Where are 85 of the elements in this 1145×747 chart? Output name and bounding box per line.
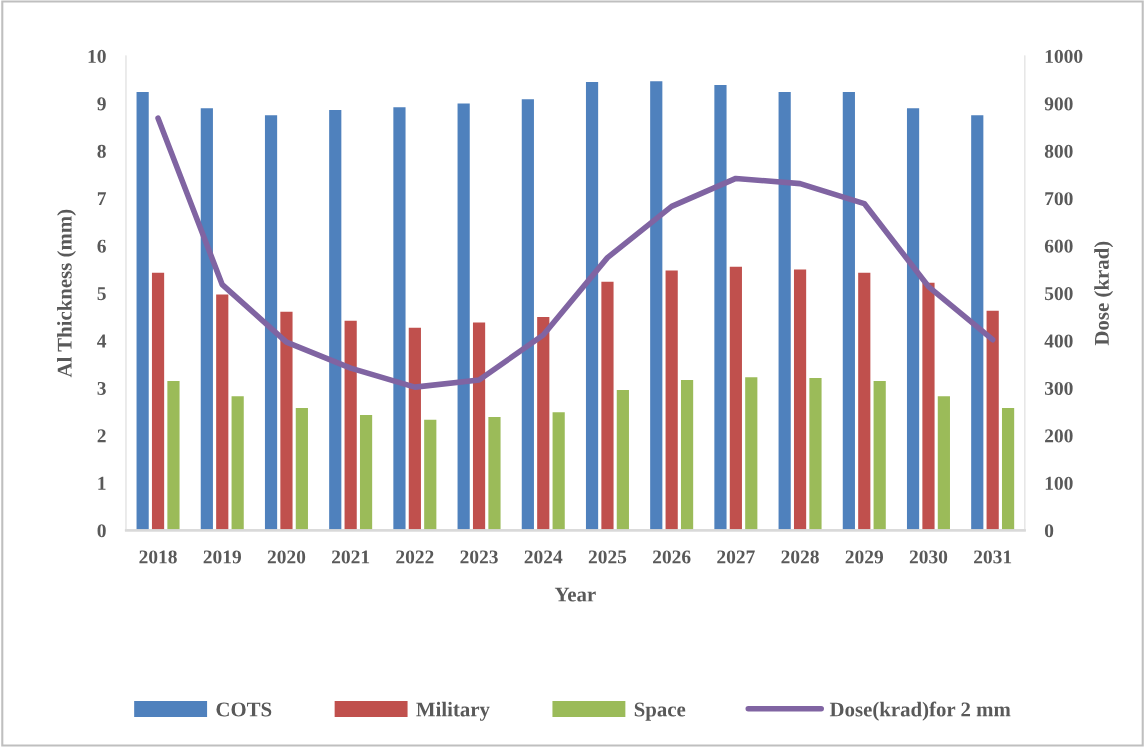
bar	[216, 294, 229, 531]
bar	[778, 92, 791, 531]
bar	[616, 389, 629, 531]
y2-tick-label: 500	[1045, 287, 1073, 301]
bar	[714, 84, 727, 531]
bar	[552, 412, 565, 531]
y2-tick-label: 200	[1045, 429, 1073, 443]
bar	[842, 92, 855, 531]
bar	[971, 115, 984, 531]
bar	[231, 396, 244, 531]
bar	[167, 380, 180, 531]
bar	[408, 327, 421, 531]
x-tick-label: 2031	[974, 550, 1012, 564]
x-tick-label: 2028	[781, 550, 819, 564]
bar	[344, 320, 357, 531]
bar	[793, 269, 807, 531]
y-tick-label: 10	[88, 49, 106, 63]
legend-label: COTS	[216, 702, 272, 717]
bar	[906, 108, 920, 531]
bar	[521, 99, 534, 531]
x-tick-label: 2019	[203, 550, 241, 564]
bar	[986, 310, 999, 531]
bar	[1001, 407, 1015, 531]
x-tick-label: 2021	[332, 550, 370, 564]
bar	[585, 82, 599, 531]
y2-tick-label: 800	[1044, 144, 1073, 158]
x-tick-label: 2023	[460, 550, 498, 564]
y-tick-label: 5	[97, 287, 106, 301]
x-tick-label: 2029	[845, 550, 884, 564]
bar	[136, 92, 149, 531]
bar	[488, 417, 501, 531]
y-tick-label: 7	[97, 192, 107, 206]
bar	[472, 322, 486, 531]
x-tick-label: 2022	[396, 550, 434, 564]
bar	[200, 108, 213, 531]
bar	[601, 281, 614, 531]
bar	[457, 103, 470, 531]
y-tick-label: 0	[97, 524, 106, 538]
bar	[745, 377, 758, 531]
y2-tick-label: 1000	[1045, 49, 1083, 63]
y-tick-label: 8	[97, 144, 106, 158]
x-tick-label: 2027	[717, 550, 755, 564]
x-tick-label: 2024	[524, 550, 563, 564]
legend-label: Dose(krad)for 2 mm	[829, 701, 1011, 721]
bar	[151, 272, 165, 531]
bar	[809, 378, 822, 531]
x-tick-label: 2025	[588, 550, 627, 564]
bar	[424, 419, 437, 531]
y2-axis-title: Dose (krad)	[1094, 241, 1114, 346]
bar	[537, 316, 550, 531]
bar	[280, 311, 293, 531]
x-tick-label: 2030	[909, 550, 948, 564]
bar	[680, 380, 694, 531]
bar	[665, 270, 678, 531]
bar	[295, 407, 308, 531]
y-tick-label: 3	[97, 381, 106, 395]
y-tick-label: 1	[98, 476, 106, 490]
x-tick-label: 2020	[267, 550, 306, 564]
legend-label: Space	[634, 702, 686, 721]
y-axis-title: Al Thickness (mm)	[57, 209, 76, 378]
y2-tick-label: 700	[1045, 192, 1073, 206]
bar	[873, 380, 886, 531]
y2-tick-label: 900	[1044, 97, 1073, 111]
y-tick-label: 2	[97, 429, 106, 443]
y-tick-label: 6	[97, 239, 106, 253]
legend-label: Military	[416, 701, 490, 721]
y2-tick-label: 300	[1044, 381, 1073, 395]
y2-tick-label: 0	[1044, 524, 1054, 538]
bar	[729, 266, 742, 531]
bar	[858, 272, 871, 531]
x-tick-label: 2018	[139, 550, 177, 564]
y2-tick-label: 600	[1044, 239, 1073, 253]
y-tick-label: 9	[97, 97, 106, 111]
x-axis-title: Year	[554, 587, 596, 602]
bar	[329, 110, 342, 531]
bar	[393, 107, 406, 531]
bar	[922, 282, 935, 531]
bar	[264, 115, 278, 531]
y2-tick-label: 400	[1044, 334, 1073, 348]
x-tick-label: 2026	[653, 550, 691, 564]
bar	[650, 81, 663, 531]
y2-tick-label: 100	[1045, 476, 1073, 490]
y-tick-label: 4	[97, 334, 107, 348]
bar	[937, 396, 950, 531]
bar	[359, 415, 373, 531]
